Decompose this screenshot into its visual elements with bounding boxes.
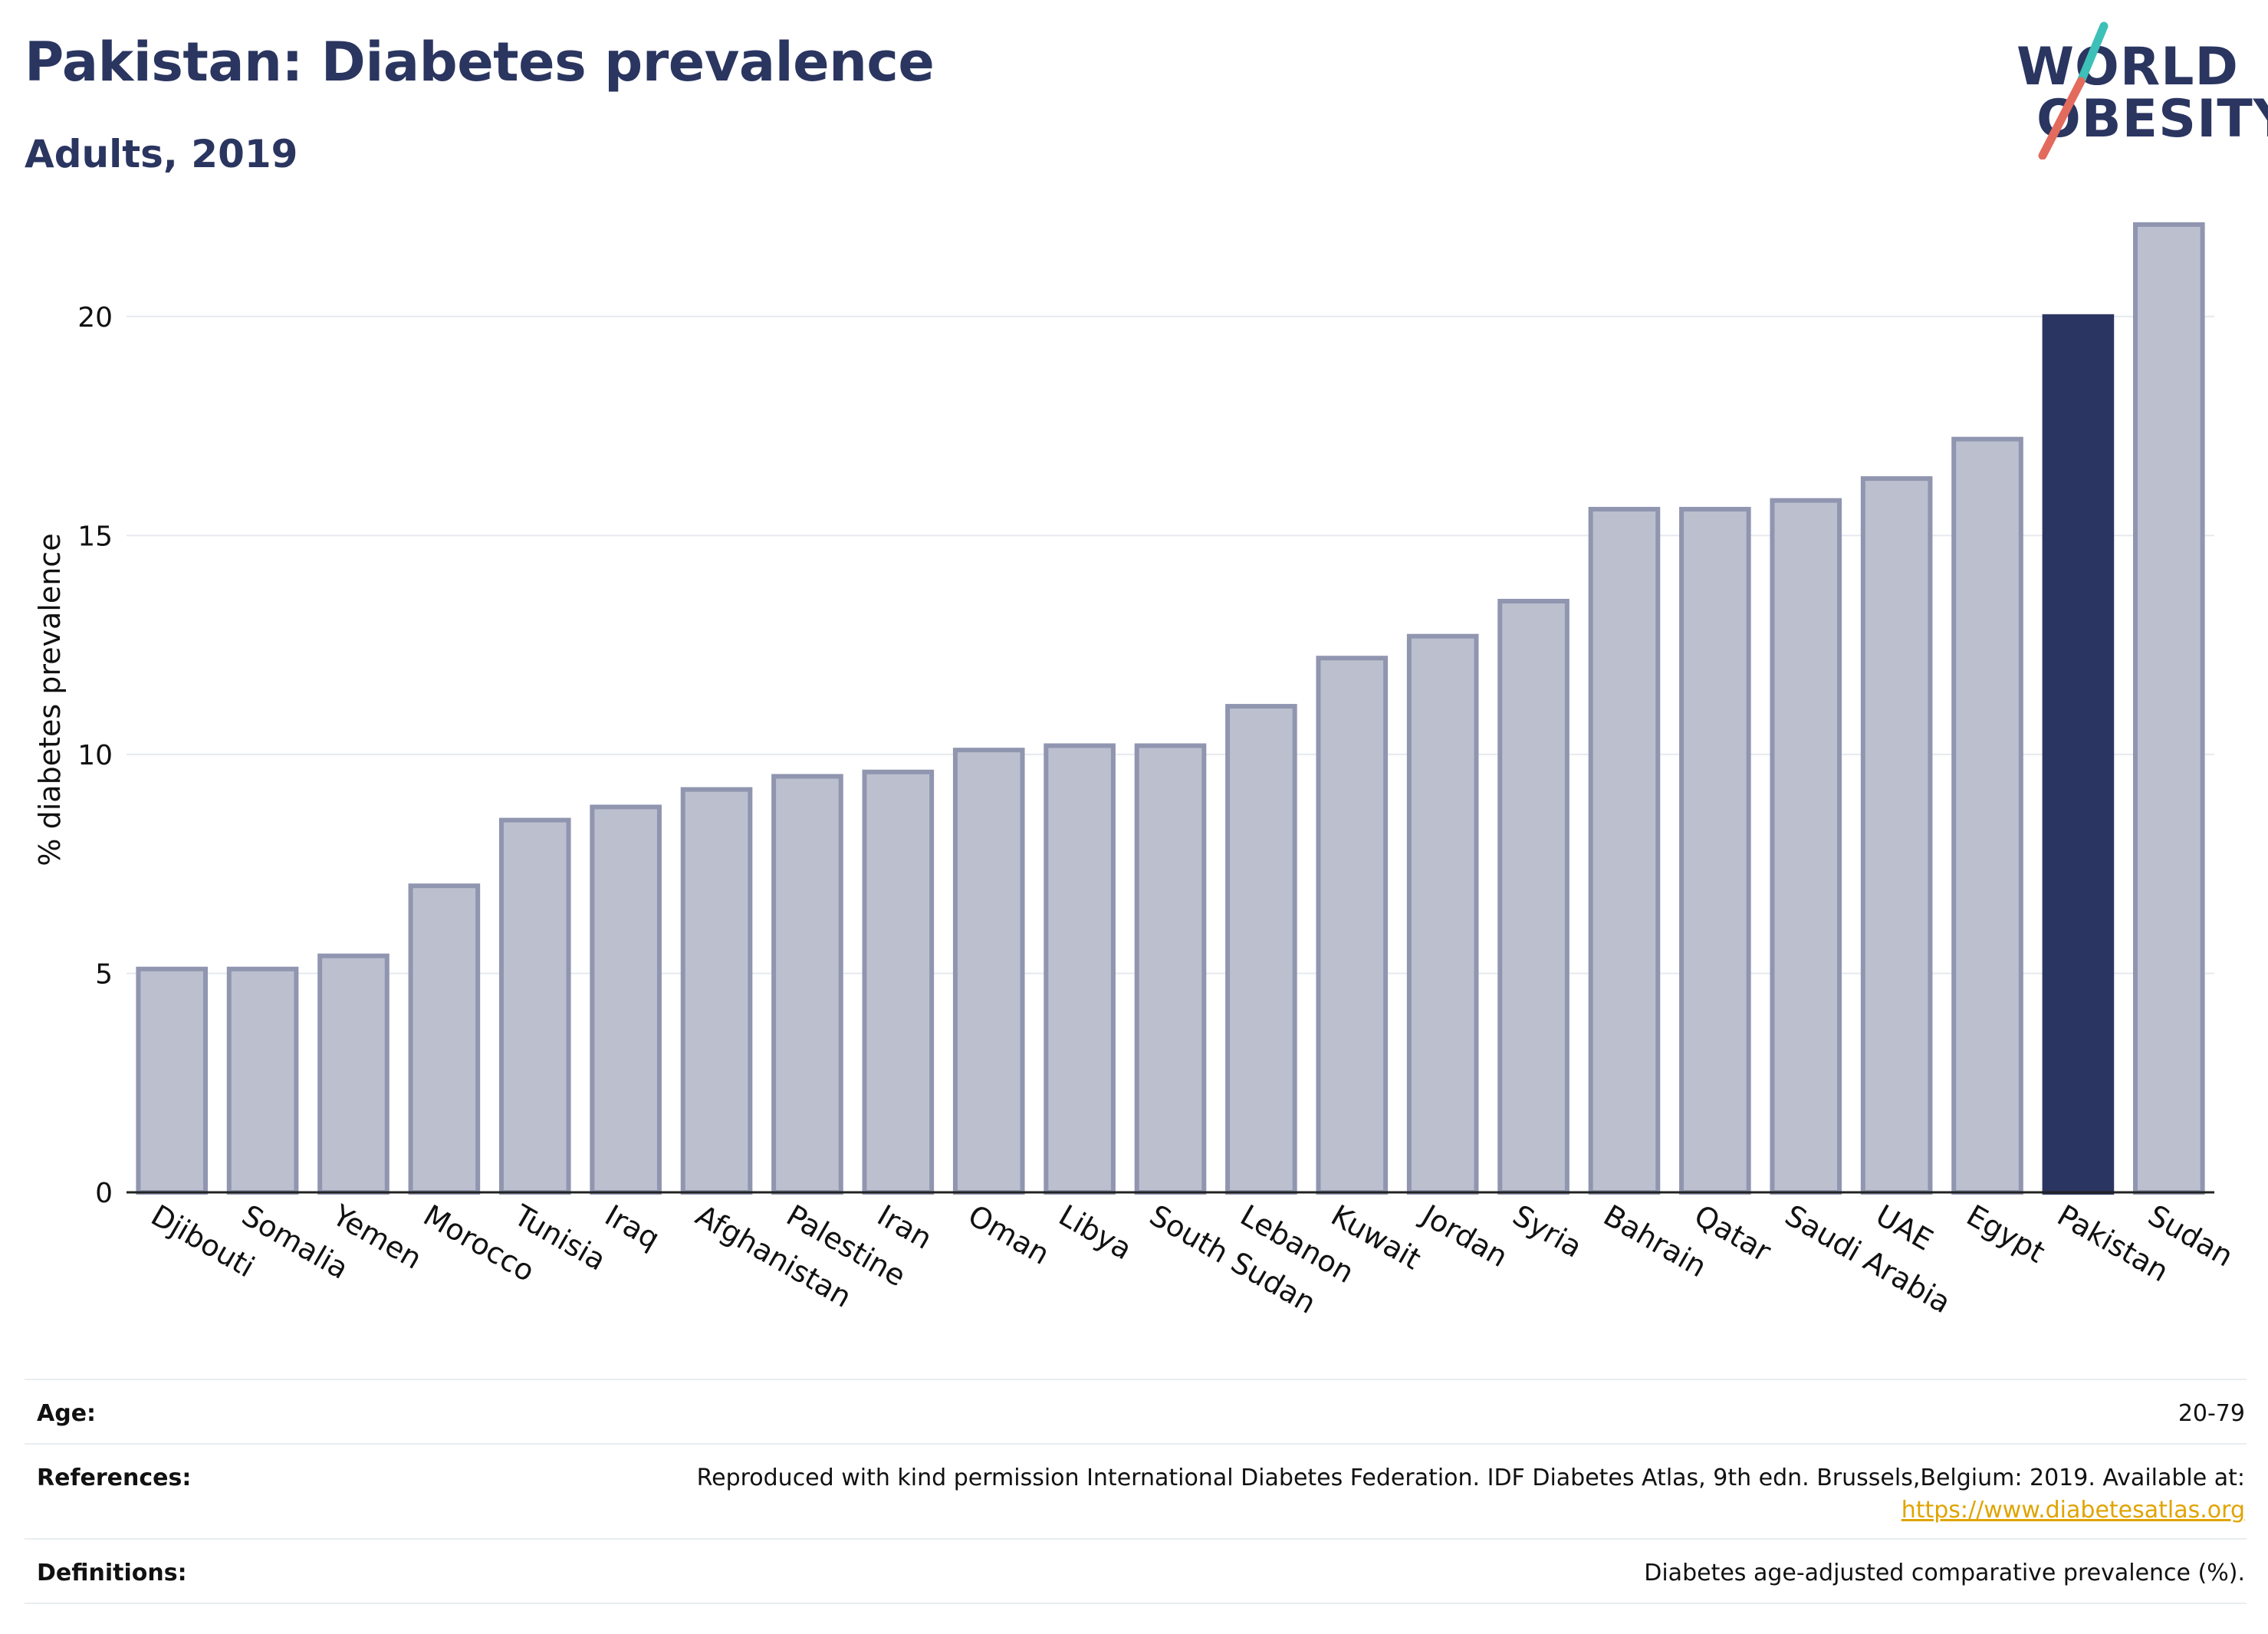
bar <box>590 804 662 1195</box>
x-tick-label: Libya <box>1053 1198 1138 1267</box>
references-label: References: <box>37 1465 192 1491</box>
definitions-value: Diabetes age-adjusted comparative preval… <box>1644 1560 2245 1586</box>
bar <box>317 953 390 1195</box>
bar <box>1951 436 2023 1195</box>
bar <box>1679 507 1751 1195</box>
bar <box>952 748 1025 1195</box>
references-link[interactable]: https://www.diabetesatlas.org <box>1901 1497 2245 1524</box>
y-axis-label: % diabetes prevalence <box>33 533 67 866</box>
references-value: Reproduced with kind permission Internat… <box>696 1465 2245 1491</box>
bar <box>408 883 481 1195</box>
y-tick-label: 15 <box>77 521 113 552</box>
bar <box>226 966 299 1195</box>
bar <box>2132 222 2205 1195</box>
footer-divider <box>25 1379 2247 1380</box>
bar <box>1497 599 1570 1195</box>
x-tick-label: Oman <box>962 1198 1055 1271</box>
x-tick-label: Djibouti <box>146 1198 261 1284</box>
footer-divider <box>25 1443 2247 1445</box>
bar <box>1588 507 1661 1195</box>
logo-slash-teal <box>2076 21 2109 86</box>
footer-divider <box>25 1538 2247 1540</box>
bar <box>498 817 571 1195</box>
logo-slash-icon <box>2038 21 2109 159</box>
x-tick-label: Egypt <box>1961 1198 2051 1270</box>
bar <box>680 787 753 1195</box>
bar <box>1225 704 1297 1195</box>
y-tick-label: 20 <box>77 302 113 334</box>
y-tick-label: 10 <box>77 740 113 771</box>
logo-slash-coral <box>2038 77 2086 159</box>
x-tick-label: Bahrain <box>1598 1198 1712 1284</box>
y-tick-label: 5 <box>95 958 113 990</box>
bar <box>1406 633 1479 1195</box>
bar <box>1316 656 1389 1195</box>
x-tick-label: Syria <box>1507 1198 1588 1264</box>
definitions-label: Definitions: <box>37 1560 187 1586</box>
bar <box>1134 743 1207 1195</box>
age-value: 20-79 <box>2178 1400 2245 1427</box>
age-label: Age: <box>37 1400 97 1427</box>
x-tick-label: Saudi Arabia <box>1780 1198 1957 1320</box>
bar <box>862 769 935 1195</box>
bar <box>771 774 843 1195</box>
bar <box>1044 743 1116 1195</box>
logo-line-1: WORLD <box>2017 37 2239 97</box>
bar <box>2042 314 2115 1195</box>
bar <box>136 966 209 1195</box>
page-subtitle: Adults, 2019 <box>25 132 298 176</box>
bar <box>1860 476 1933 1195</box>
x-tick-label: Jordan <box>1415 1198 1513 1274</box>
bar <box>1770 498 1842 1195</box>
footer-divider <box>25 1603 2247 1604</box>
world-obesity-logo[interactable]: WORLD OBESITY <box>1994 21 2268 159</box>
y-tick-label: 0 <box>95 1178 113 1209</box>
page-title: Pakistan: Diabetes prevalence <box>25 31 935 94</box>
